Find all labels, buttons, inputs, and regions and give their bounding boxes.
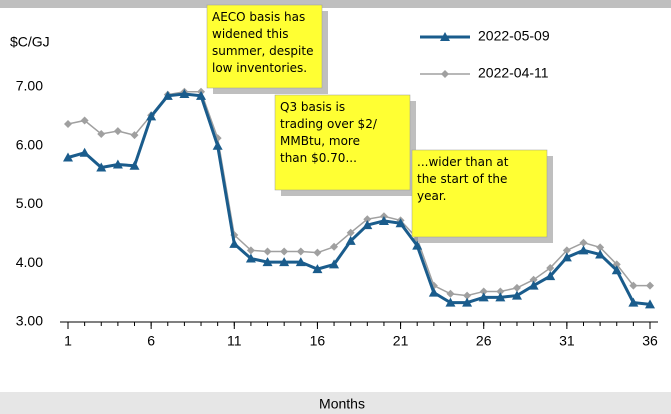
marker bbox=[64, 120, 72, 129]
marker bbox=[512, 283, 521, 292]
marker bbox=[479, 287, 488, 296]
y-tick-label: 5.00 bbox=[16, 195, 43, 211]
annotation-text: widened this bbox=[212, 27, 288, 41]
x-tick-label: 6 bbox=[147, 333, 155, 349]
marker bbox=[246, 246, 255, 255]
legend-label: 2022-04-11 bbox=[478, 65, 549, 81]
marker bbox=[478, 292, 489, 302]
marker bbox=[162, 90, 173, 100]
marker bbox=[279, 257, 290, 267]
x-tick-label: 21 bbox=[393, 333, 409, 349]
marker bbox=[441, 70, 449, 78]
x-tick-label: 36 bbox=[642, 333, 658, 349]
marker bbox=[112, 159, 123, 169]
annotation-text: summer, despite bbox=[212, 44, 313, 58]
x-tick-label: 16 bbox=[310, 333, 326, 349]
marker bbox=[446, 289, 455, 298]
marker bbox=[395, 218, 406, 228]
marker bbox=[561, 252, 572, 262]
marker bbox=[96, 162, 107, 172]
y-tick-label: 6.00 bbox=[16, 136, 43, 152]
legend-label: 2022-05-09 bbox=[478, 28, 550, 44]
marker bbox=[629, 281, 638, 290]
annotation-box bbox=[274, 94, 411, 191]
annotation-text: Q3 basis is bbox=[280, 100, 345, 114]
marker bbox=[428, 287, 439, 297]
annotation-text: than $0.70... bbox=[280, 151, 357, 165]
marker bbox=[528, 280, 539, 290]
marker bbox=[345, 235, 356, 245]
marker bbox=[378, 215, 389, 225]
marker bbox=[329, 259, 340, 269]
marker bbox=[229, 238, 240, 248]
marker bbox=[63, 152, 73, 162]
marker bbox=[80, 116, 89, 125]
marker bbox=[611, 265, 622, 275]
marker bbox=[579, 238, 588, 247]
marker bbox=[545, 271, 556, 281]
x-tick-label: 31 bbox=[559, 333, 575, 349]
marker bbox=[462, 297, 473, 307]
marker bbox=[330, 242, 339, 251]
marker bbox=[130, 131, 139, 140]
y-axis-label: $C/GJ bbox=[10, 34, 50, 50]
marker bbox=[546, 263, 555, 272]
marker bbox=[645, 299, 655, 309]
y-tick-label: 7.00 bbox=[16, 78, 43, 94]
marker bbox=[578, 245, 589, 255]
marker bbox=[445, 297, 456, 307]
annotation-text: ...wider than at bbox=[417, 155, 509, 169]
x-axis-label: Months bbox=[319, 396, 365, 412]
annotation-box bbox=[411, 149, 548, 238]
x-tick-label: 11 bbox=[227, 333, 242, 349]
marker bbox=[280, 247, 289, 256]
annotation-text: AECO basis has bbox=[212, 10, 305, 24]
marker bbox=[212, 140, 223, 150]
marker bbox=[511, 290, 522, 300]
marker bbox=[146, 111, 157, 121]
marker bbox=[362, 220, 373, 230]
annotation-text: the start of the bbox=[417, 172, 507, 186]
y-tick-label: 4.00 bbox=[16, 254, 43, 270]
annotation-text: low inventories. bbox=[212, 61, 307, 75]
y-tick-label: 3.00 bbox=[16, 313, 43, 329]
marker bbox=[179, 89, 190, 99]
marker bbox=[440, 32, 450, 41]
marker bbox=[412, 240, 423, 250]
marker bbox=[196, 90, 207, 100]
marker bbox=[245, 253, 256, 263]
marker bbox=[313, 248, 322, 257]
x-tick-label: 1 bbox=[64, 333, 72, 349]
marker bbox=[295, 257, 306, 267]
annotation-text: year. bbox=[417, 189, 446, 203]
marker bbox=[562, 246, 571, 255]
marker bbox=[495, 292, 506, 302]
marker bbox=[363, 215, 372, 224]
marker bbox=[529, 275, 538, 284]
marker bbox=[97, 130, 106, 138]
marker bbox=[595, 249, 606, 259]
marker bbox=[262, 257, 273, 267]
marker bbox=[129, 160, 140, 170]
marker bbox=[312, 264, 323, 274]
marker bbox=[496, 287, 505, 296]
x-tick-label: 26 bbox=[476, 333, 492, 349]
marker bbox=[646, 281, 654, 290]
marker bbox=[596, 243, 605, 252]
marker bbox=[79, 147, 90, 157]
marker bbox=[346, 228, 355, 237]
marker bbox=[113, 127, 122, 136]
annotation-text: trading over $2/ bbox=[280, 117, 378, 131]
annotation-text: MMBtu, more bbox=[280, 134, 360, 148]
marker bbox=[463, 291, 472, 300]
marker bbox=[263, 247, 272, 256]
bottom-band bbox=[0, 392, 671, 414]
marker bbox=[628, 297, 639, 307]
annotation-box bbox=[206, 4, 323, 89]
top-band bbox=[0, 0, 671, 8]
marker bbox=[296, 247, 305, 256]
